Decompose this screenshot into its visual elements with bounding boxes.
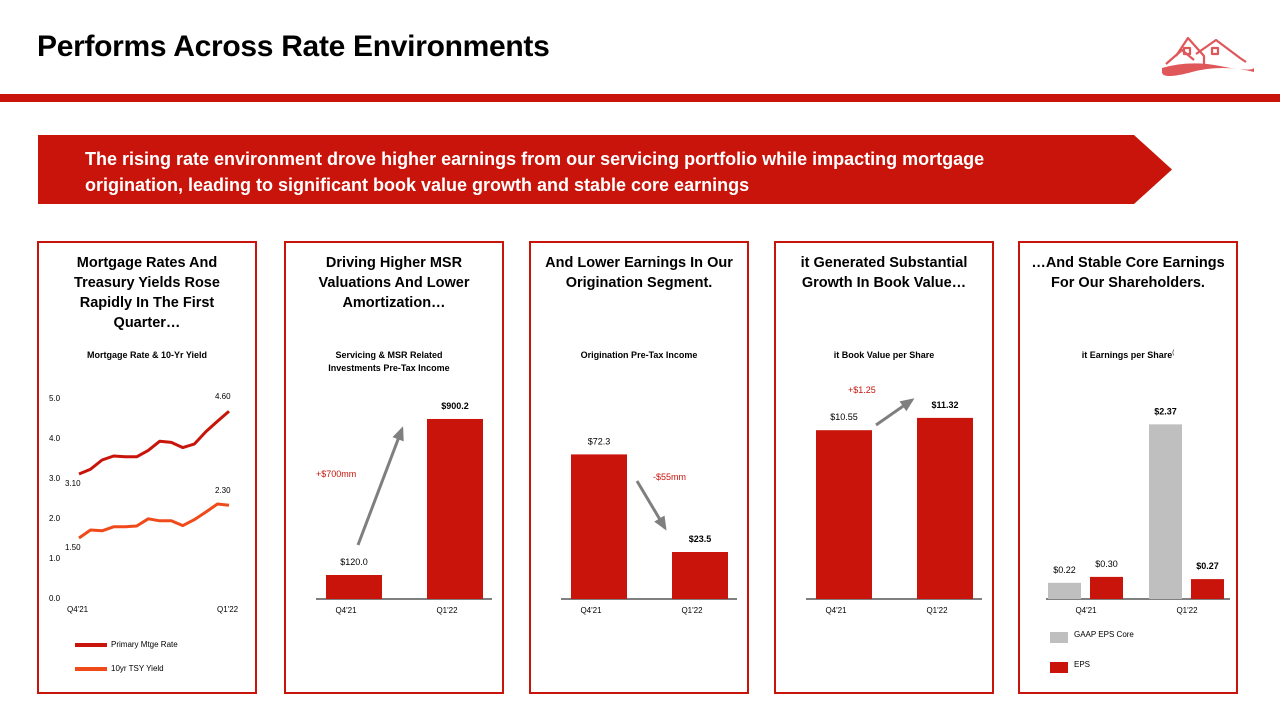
y-tick-label: 3.0 xyxy=(49,474,61,483)
x-tick-label: Q1'22 xyxy=(926,606,948,615)
panel-origination: And Lower Earnings In Our Origination Se… xyxy=(529,241,749,694)
legend-label: EPS xyxy=(1074,660,1090,669)
bar xyxy=(672,552,728,599)
trend-arrowhead xyxy=(654,515,667,531)
bar xyxy=(427,418,483,599)
x-tick-label: Q1'22 xyxy=(1176,606,1198,615)
bar-value-label: $72.3 xyxy=(588,436,611,446)
bar-value-label: $900.2 xyxy=(441,401,469,411)
x-tick-label: Q1'22 xyxy=(681,606,703,615)
rates-line-chart: 0.0 1.0 2.0 3.0 4.0 5.0 Q4'21 Q1'22 3.10 4.60 Prim… xyxy=(49,392,239,673)
series-line xyxy=(78,410,230,476)
bar xyxy=(571,454,627,599)
panel-earnings: …And Stable Core Earnings For Our Shareh… xyxy=(1018,241,1238,694)
panel-servicing: Driving Higher MSR Valuations And Lower … xyxy=(284,241,504,694)
bar xyxy=(1191,579,1224,599)
bar-value-label: $23.5 xyxy=(689,534,712,544)
change-annotation: +$700mm xyxy=(316,469,356,479)
banner-text: The rising rate environment drove higher… xyxy=(85,149,985,195)
y-tick-label: 5.0 xyxy=(49,394,61,403)
eps-bar-chart: $0.22 $0.30 Q4'21 $2.37 $0.27 Q1'22 GAAP EPS C… xyxy=(1046,406,1230,673)
panel-heading: it Generated Substantial Growth In Book … xyxy=(800,255,968,291)
bar xyxy=(816,430,872,599)
banner-arrow-shape xyxy=(38,135,1172,204)
bar-value-label: $0.22 xyxy=(1053,565,1076,575)
y-tick-label: 0.0 xyxy=(49,594,61,603)
y-tick-label: 2.0 xyxy=(49,514,61,523)
bar xyxy=(1090,576,1123,599)
bar-value-label: $10.55 xyxy=(830,412,858,422)
bar xyxy=(1048,582,1081,599)
panel-heading: Driving Higher MSR Valuations And Lower … xyxy=(318,255,470,311)
header-divider xyxy=(0,94,1280,102)
legend-label: 10yr TSY Yield xyxy=(111,664,164,673)
chart-title-suffix: ( xyxy=(1172,350,1175,356)
panel-heading: Mortgage Rates And Treasury Yields Rose … xyxy=(74,255,220,331)
chart-title: Mortgage Rate & 10-Yr Yield xyxy=(86,350,208,360)
bar-value-label: $2.37 xyxy=(1154,406,1177,416)
y-tick-label: 1.0 xyxy=(49,554,61,563)
chart-title: Servicing & MSR Related Investments Pre-… xyxy=(328,350,450,373)
bar xyxy=(1149,424,1182,599)
trend-arrowhead xyxy=(899,398,915,412)
change-annotation: -$55mm xyxy=(653,472,686,482)
bar xyxy=(917,417,973,599)
panel-heading: And Lower Earnings In Our Origination Se… xyxy=(545,255,733,291)
legend-swatch xyxy=(1050,632,1068,643)
series-line xyxy=(78,502,230,540)
x-tick-label: Q1'22 xyxy=(217,605,239,614)
panel-rates: Mortgage Rates And Treasury Yields Rose … xyxy=(37,241,257,694)
legend-label: GAAP EPS Core xyxy=(1074,630,1134,639)
origination-bar-chart: $72.3 Q4'21 $23.5 Q1'22 -$55mm xyxy=(561,436,737,615)
chart-title: it Book Value per Share xyxy=(833,350,935,360)
book-value-bar-chart: $10.55 Q4'21 $11.32 Q1'22 +$1.25 xyxy=(806,385,982,615)
chart-title-text: it Earnings per Share xyxy=(1081,350,1173,360)
bar-value-label: $0.30 xyxy=(1095,559,1118,569)
bar-value-label: $11.32 xyxy=(931,400,958,410)
series-end-label: 4.60 xyxy=(215,392,231,401)
summary-banner: The rising rate environment drove higher… xyxy=(38,135,1172,204)
change-annotation: +$1.25 xyxy=(848,385,876,395)
chart-title: Origination Pre-Tax Income xyxy=(580,350,698,360)
panel-heading: …And Stable Core Earnings For Our Shareh… xyxy=(1031,255,1225,291)
y-tick-label: 4.0 xyxy=(49,434,61,443)
series-start-label: 3.10 xyxy=(65,479,81,488)
x-tick-label: Q4'21 xyxy=(335,606,357,615)
page-title: Performs Across Rate Environments xyxy=(37,30,550,63)
series-end-label: 2.30 xyxy=(215,486,231,495)
trend-arrow-line xyxy=(356,428,404,546)
house-roofs-logo-icon xyxy=(1162,36,1254,76)
x-tick-label: Q4'21 xyxy=(67,605,89,614)
legend-swatch xyxy=(1050,662,1068,673)
chart-title: it Earnings per Share( xyxy=(1024,347,1232,362)
bar xyxy=(326,575,382,599)
x-tick-label: Q4'21 xyxy=(1075,606,1097,615)
series-start-label: 1.50 xyxy=(65,543,81,552)
x-tick-label: Q4'21 xyxy=(825,606,847,615)
legend-label: Primary Mtge Rate xyxy=(111,640,178,649)
x-tick-label: Q1'22 xyxy=(436,606,458,615)
bar-value-label: $120.0 xyxy=(340,557,368,567)
panel-book-value: it Generated Substantial Growth In Book … xyxy=(774,241,994,694)
servicing-bar-chart: $120.0 Q4'21 $900.2 Q1'22 +$700mm xyxy=(316,401,492,615)
x-tick-label: Q4'21 xyxy=(580,606,602,615)
trend-arrowhead xyxy=(392,426,404,442)
bar-value-label: $0.27 xyxy=(1196,561,1219,571)
